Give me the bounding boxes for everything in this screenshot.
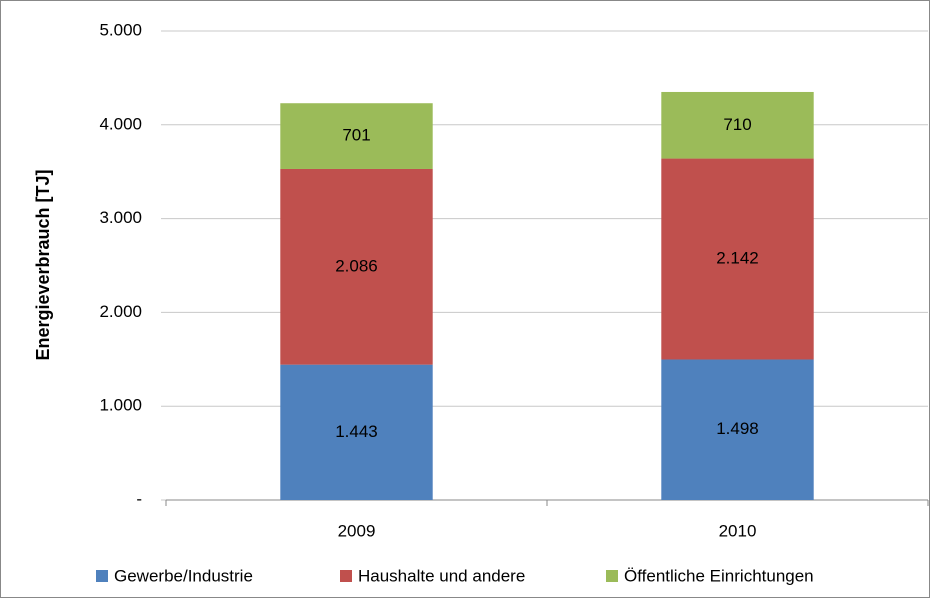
legend-label: Öffentliche Einrichtungen — [624, 566, 814, 585]
x-tick-label: 2010 — [719, 521, 757, 540]
value-label: 701 — [342, 126, 370, 145]
y-tick-label: 2.000 — [99, 302, 142, 321]
y-tick-label: 1.000 — [99, 396, 142, 415]
legend-swatch — [340, 570, 352, 582]
value-label: 1.443 — [335, 422, 378, 441]
value-label: 710 — [723, 115, 751, 134]
y-tick-label: 5.000 — [99, 20, 142, 39]
x-tick-label: 2009 — [338, 521, 376, 540]
bar-segment — [280, 364, 433, 500]
legend-label: Haushalte und andere — [358, 566, 525, 585]
y-tick-label: 4.000 — [99, 114, 142, 133]
legend-swatch — [606, 570, 618, 582]
y-axis-label: Energieverbrauch [TJ] — [33, 169, 53, 360]
value-label: 1.498 — [716, 419, 759, 438]
bar-segment — [280, 103, 433, 169]
value-label: 2.142 — [716, 249, 759, 268]
y-tick-label: - — [136, 489, 142, 508]
bar-segment — [280, 168, 433, 365]
bar-segment — [661, 359, 814, 500]
y-tick-label: 3.000 — [99, 208, 142, 227]
value-label: 2.086 — [335, 256, 378, 275]
legend-swatch — [96, 570, 108, 582]
legend-label: Gewerbe/Industrie — [114, 566, 253, 585]
bar-segment — [661, 91, 814, 159]
bar-segment — [661, 158, 814, 360]
